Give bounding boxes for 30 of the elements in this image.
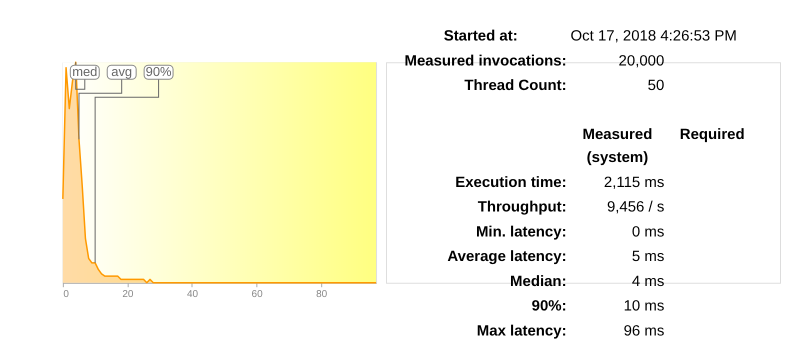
text: 2,115 ms	[604, 174, 664, 191]
text: Average latency:	[447, 248, 567, 266]
text: 20,000	[618, 52, 664, 70]
text: 50	[648, 77, 664, 94]
annotation: avg	[111, 64, 132, 80]
x-tick-label: 0	[63, 289, 70, 300]
text: Min. latency:	[476, 223, 567, 240]
text: 4 ms	[632, 272, 664, 290]
text: 96 ms	[624, 322, 664, 340]
x-tick-label: 80	[316, 289, 328, 300]
text: Required	[680, 126, 745, 144]
text: Median:	[510, 272, 567, 290]
text: 90%:	[532, 298, 567, 315]
text: Started at:	[444, 27, 518, 44]
text: Execution time:	[455, 174, 567, 191]
text: Oct 17, 2018 4:26:53 PM	[570, 27, 737, 44]
text: Max latency:	[476, 322, 567, 340]
text: Throughput:	[478, 198, 567, 216]
annotation: 90%	[146, 64, 172, 80]
text: 10 ms	[624, 298, 664, 315]
text: Thread Count:	[464, 77, 567, 94]
x-tick-label: 20	[122, 289, 134, 300]
x-tick-label: 60	[252, 289, 264, 300]
text: 9,456 / s	[606, 198, 664, 216]
text: 0 ms	[632, 223, 664, 240]
text: 5 ms	[632, 248, 664, 266]
annotation: med	[72, 64, 98, 80]
text: Measured invocations:	[404, 52, 567, 70]
x-tick-label: 40	[186, 289, 198, 300]
text: Measured (system)	[582, 126, 652, 166]
